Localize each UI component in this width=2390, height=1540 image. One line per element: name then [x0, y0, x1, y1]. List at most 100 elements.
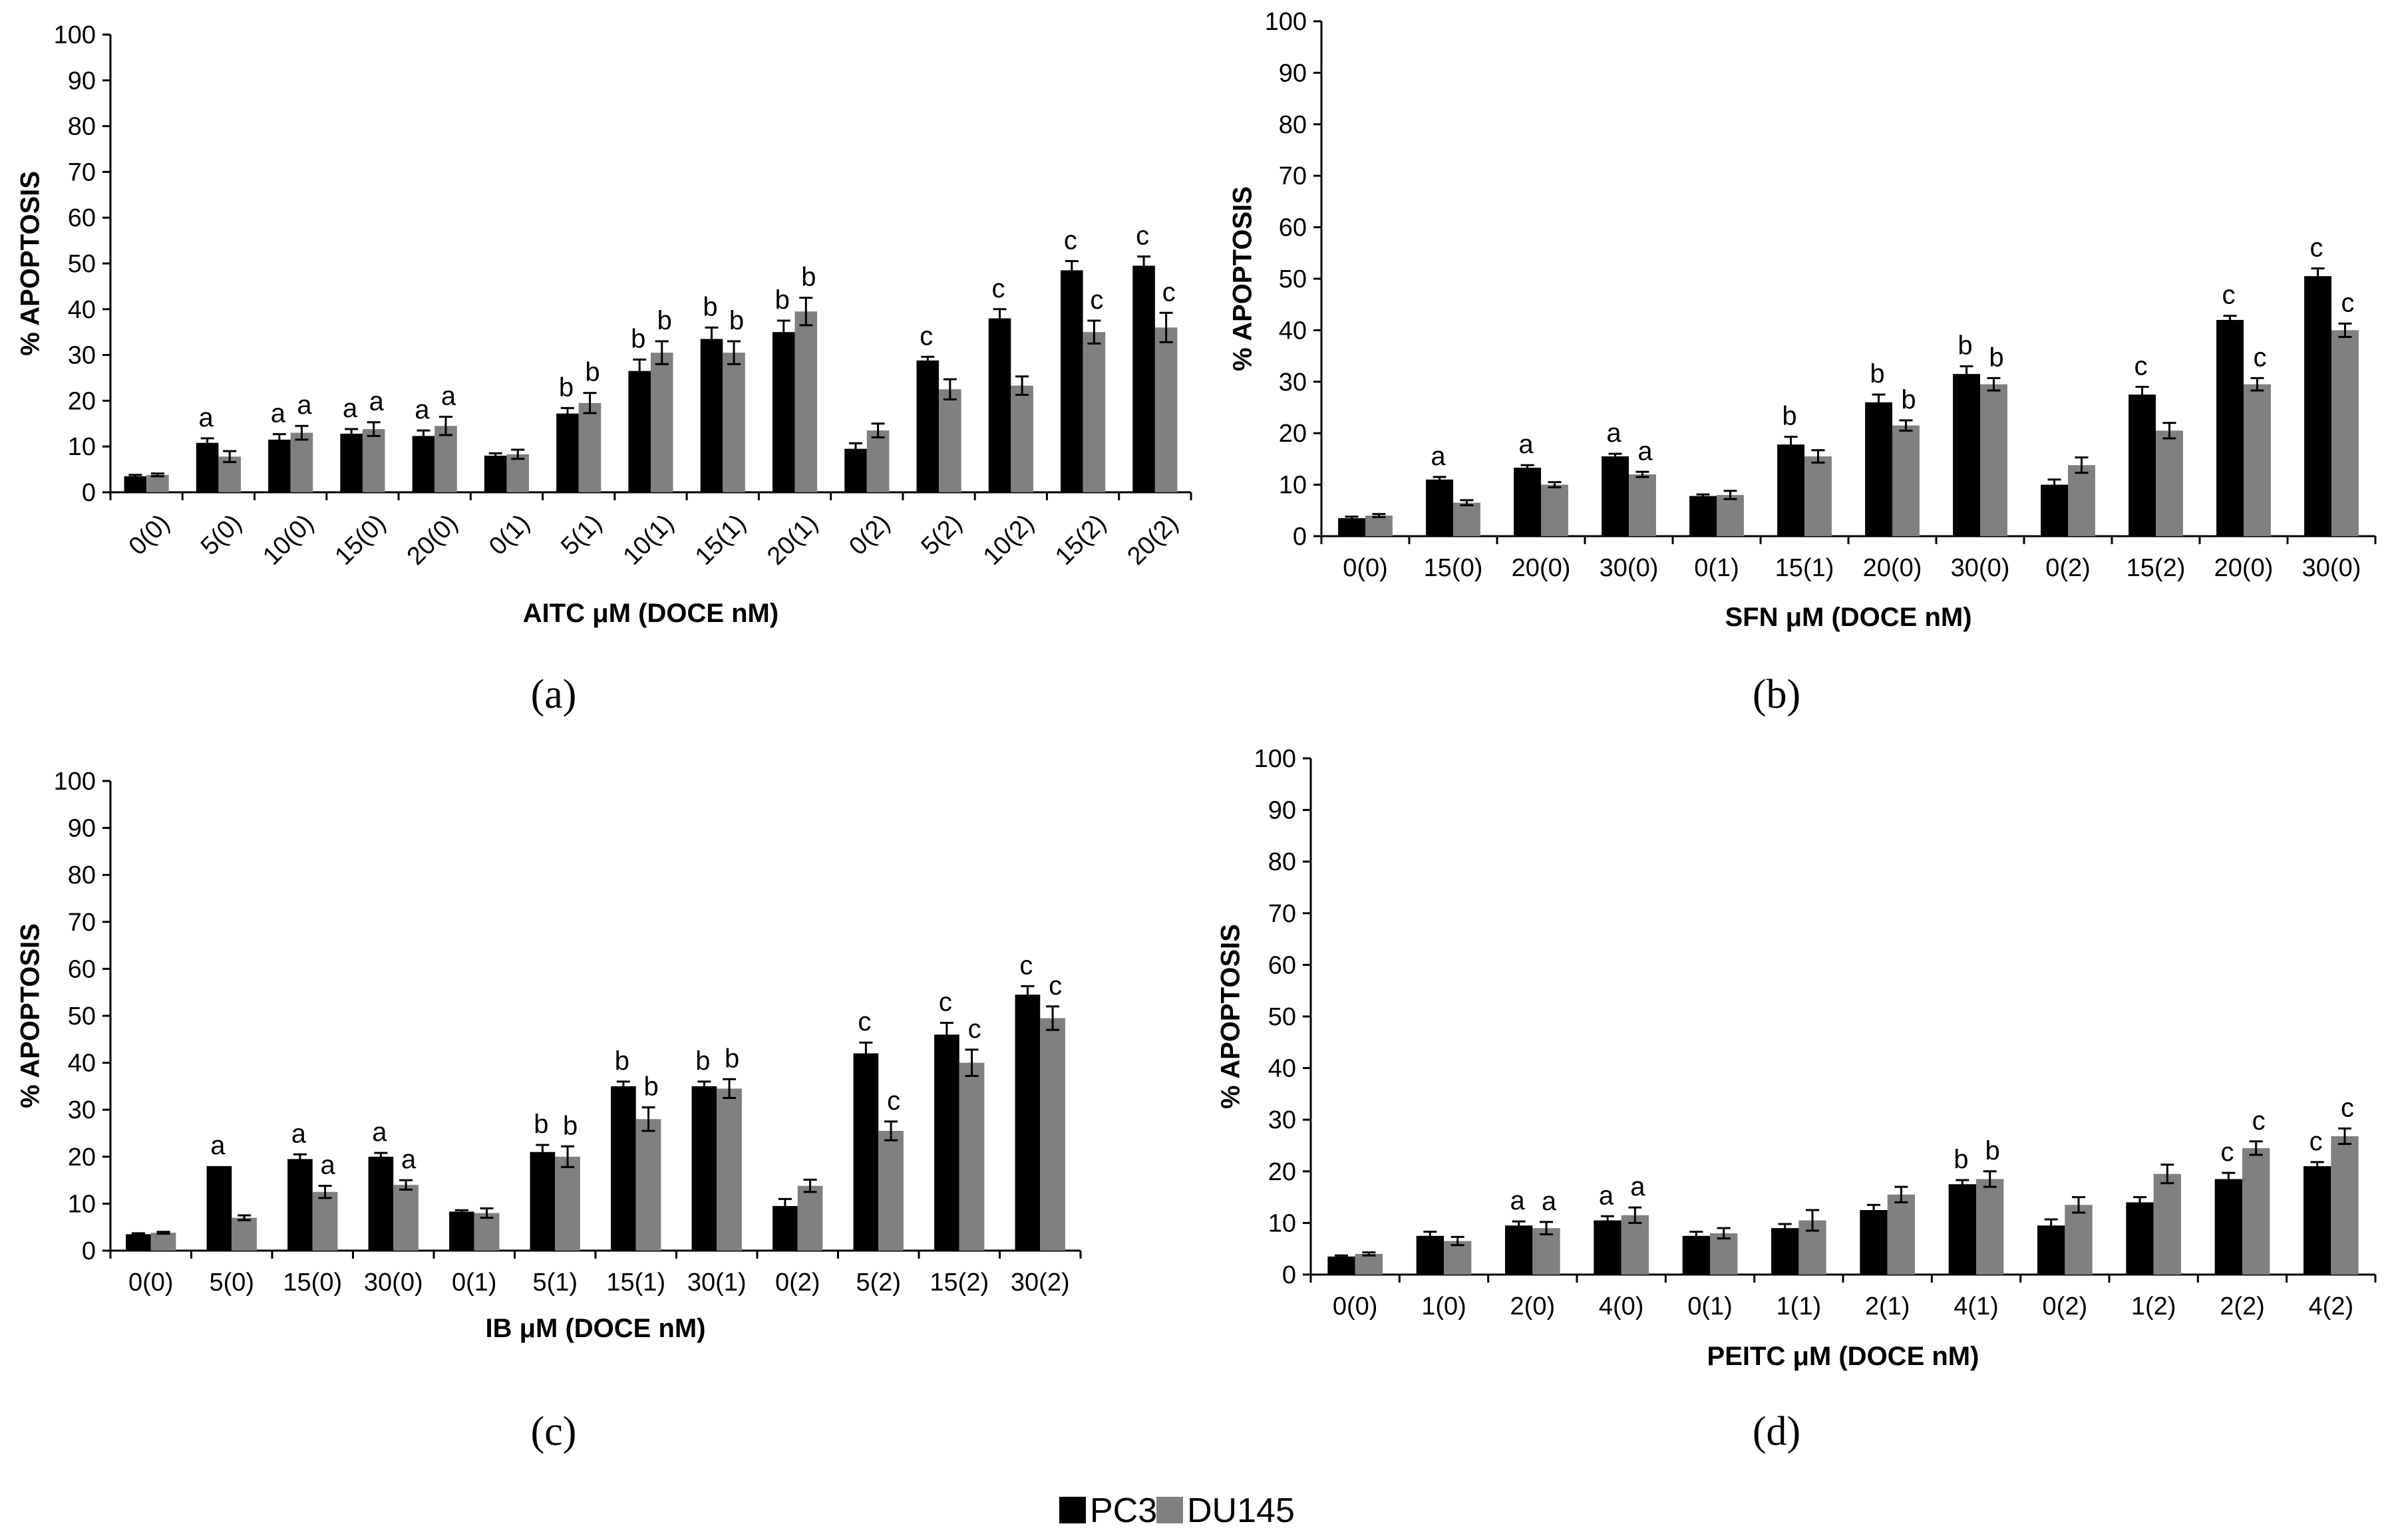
bar-du145	[1453, 502, 1480, 536]
y-tick-label: 70	[1268, 900, 1296, 928]
bar-pc3	[1594, 1220, 1622, 1275]
x-tick-label: 2(1)	[1865, 1293, 1910, 1320]
bar-du145	[2068, 465, 2095, 536]
significance-label: c	[1090, 285, 1103, 315]
y-axis-title: % APOPTOSIS	[16, 923, 45, 1108]
x-axis-title: PEITC μM (DOCE nM)	[1707, 1342, 1979, 1371]
y-tick-label: 50	[68, 1002, 96, 1030]
significance-label: a	[198, 403, 214, 432]
bar-pc3	[1948, 1184, 1976, 1275]
bar-pc3	[1953, 374, 1980, 536]
x-tick-label: 0(2)	[2045, 554, 2091, 582]
x-tick-label: 5(1)	[532, 1269, 578, 1297]
bar-du145	[362, 429, 385, 492]
bar-pc3	[1338, 518, 1365, 536]
significance-label: a	[372, 1118, 387, 1147]
x-tick-label: 20(0)	[1512, 554, 1571, 582]
significance-label: b	[1958, 331, 1972, 361]
x-tick-label: 0(1)	[1694, 554, 1739, 582]
significance-label: c	[2253, 343, 2266, 372]
bar-du145	[150, 1233, 176, 1251]
x-tick-label: 4(1)	[1954, 1293, 1999, 1320]
bar-pc3	[934, 1034, 959, 1251]
bar-du145	[290, 432, 313, 492]
significance-label: a	[1510, 1186, 1526, 1215]
bar-pc3	[340, 433, 363, 492]
significance-label: c	[1049, 971, 1062, 1001]
bar-du145	[1011, 385, 1033, 492]
bar-pc3	[1689, 496, 1717, 536]
y-tick-label: 0	[1282, 1261, 1296, 1289]
bar-du145	[959, 1062, 985, 1251]
bar-pc3	[772, 332, 795, 492]
y-tick-label: 100	[1265, 8, 1307, 36]
y-tick-label: 10	[68, 1190, 96, 1218]
bar-pc3	[449, 1211, 474, 1251]
panel-label-c: (c)	[531, 1409, 577, 1454]
significance-label: c	[2341, 288, 2354, 317]
x-tick-label: 10(0)	[257, 509, 319, 570]
y-tick-label: 80	[68, 113, 96, 141]
bar-pc3	[412, 436, 435, 492]
significance-label: a	[320, 1151, 335, 1180]
bar-du145	[1980, 384, 2007, 536]
significance-label: a	[401, 1145, 417, 1174]
y-tick-label: 40	[1279, 317, 1307, 345]
y-tick-label: 10	[68, 433, 96, 461]
bar-du145	[635, 1119, 661, 1251]
bar-du145	[1976, 1179, 2004, 1275]
bar-pc3	[1682, 1235, 1710, 1275]
x-tick-label: 30(0)	[1600, 554, 1659, 582]
bar-du145	[794, 311, 818, 492]
legend-label-pc3: PC3	[1090, 1491, 1157, 1530]
bar-du145	[1532, 1228, 1560, 1275]
significance-label: c	[2252, 1106, 2266, 1136]
y-tick-label: 20	[1268, 1158, 1296, 1186]
y-tick-label: 10	[1279, 472, 1307, 500]
x-tick-label: 20(0)	[402, 509, 463, 570]
significance-label: b	[643, 1072, 658, 1102]
bar-pc3	[628, 371, 651, 492]
bar-pc3	[1860, 1210, 1888, 1275]
x-tick-label: 5(0)	[196, 509, 247, 560]
significance-label: a	[369, 387, 385, 416]
bar-du145	[2153, 1173, 2181, 1275]
x-tick-label: 10(1)	[618, 509, 679, 570]
bar-pc3	[126, 1234, 151, 1251]
bar-pc3	[1426, 479, 1453, 536]
y-tick-label: 30	[68, 342, 96, 370]
y-tick-label: 90	[1268, 797, 1296, 825]
y-tick-label: 0	[1293, 523, 1307, 551]
x-tick-label: 0(1)	[1687, 1293, 1733, 1320]
bar-pc3	[484, 455, 507, 492]
significance-label: b	[1782, 402, 1796, 431]
y-tick-label: 100	[54, 768, 96, 796]
significance-label: b	[1870, 359, 1884, 388]
significance-label: a	[1599, 1181, 1614, 1210]
bar-pc3	[988, 318, 1011, 492]
y-tick-label: 60	[1268, 951, 1296, 979]
bar-du145	[2242, 1148, 2270, 1275]
bar-du145	[1629, 474, 1656, 536]
y-tick-label: 30	[1279, 369, 1307, 396]
y-tick-label: 0	[82, 1237, 96, 1265]
x-tick-label: 30(0)	[2302, 554, 2361, 582]
y-tick-label: 30	[1268, 1106, 1296, 1134]
bar-pc3	[2304, 276, 2331, 536]
bar-du145	[434, 426, 457, 492]
bar-pc3	[611, 1086, 636, 1251]
bar-pc3	[2041, 484, 2068, 536]
bar-du145	[1717, 495, 1744, 536]
bar-pc3	[530, 1152, 556, 1251]
bar-du145	[1887, 1194, 1915, 1275]
x-tick-label: 15(0)	[1424, 554, 1483, 582]
x-tick-label: 5(2)	[856, 1269, 901, 1297]
significance-label: c	[2220, 1138, 2234, 1167]
panel-label-b: (b)	[1753, 672, 1800, 717]
x-tick-label: 30(1)	[687, 1269, 747, 1297]
y-tick-label: 100	[54, 21, 96, 49]
y-tick-label: 60	[68, 955, 96, 983]
